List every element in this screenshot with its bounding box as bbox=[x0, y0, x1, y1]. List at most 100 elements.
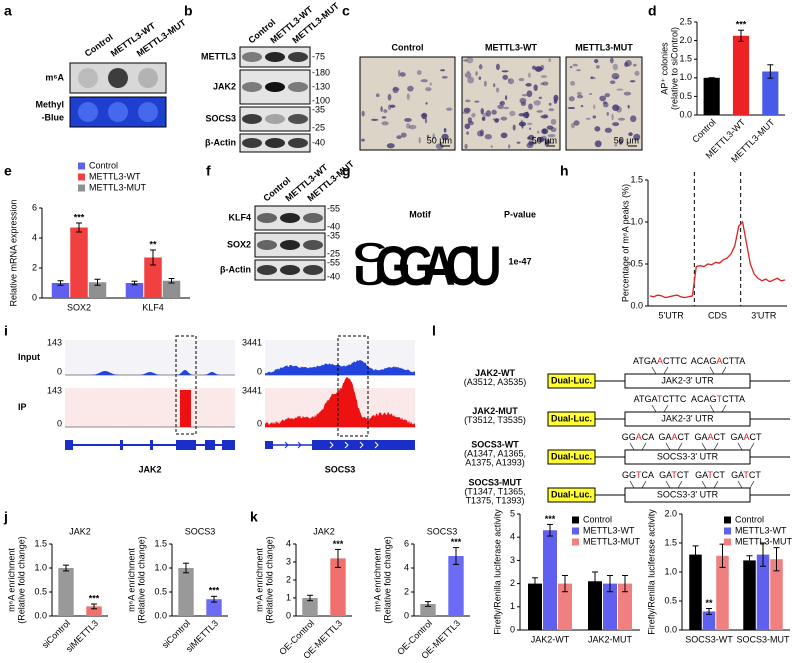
bar bbox=[743, 560, 756, 630]
legend-swatch bbox=[78, 162, 85, 170]
stained-cell bbox=[516, 141, 521, 144]
stained-cell bbox=[533, 84, 538, 91]
blot-band bbox=[288, 82, 308, 92]
blot-band bbox=[303, 240, 323, 250]
stained-cell bbox=[387, 93, 392, 101]
construct-name: SOCS3-WT bbox=[471, 439, 519, 449]
y-tick-label: 1.5 bbox=[630, 174, 643, 184]
sequence: GATCT bbox=[695, 470, 725, 480]
track-scale: 0 bbox=[257, 366, 262, 376]
y-tick-label: 0.5 bbox=[664, 595, 677, 605]
stained-cell bbox=[392, 86, 399, 94]
reporter-box bbox=[547, 411, 596, 427]
track-scale: 0 bbox=[57, 366, 62, 376]
legend-swatch bbox=[724, 527, 731, 535]
bar bbox=[162, 280, 181, 298]
significance: *** bbox=[209, 586, 220, 596]
stained-cell bbox=[380, 106, 383, 113]
gene-name: SOCS3 bbox=[325, 464, 356, 474]
stained-cell bbox=[370, 118, 379, 121]
y-tick-label: 1.0 bbox=[154, 562, 167, 572]
y-tick-label: 1.0 bbox=[664, 566, 677, 576]
construct-sites: (A3512, A3535) bbox=[464, 377, 527, 387]
y-tick-label: 2.0 bbox=[664, 508, 677, 518]
y-axis-label: (Relative fold change) bbox=[136, 536, 146, 624]
stained-cell bbox=[381, 121, 389, 126]
row-label: SOX2 bbox=[227, 239, 251, 249]
x-tick-label: 5'UTR bbox=[659, 310, 685, 320]
bar bbox=[330, 558, 346, 616]
exon bbox=[150, 440, 153, 450]
stained-cell bbox=[545, 139, 550, 146]
stained-cell bbox=[399, 72, 406, 77]
bar bbox=[88, 282, 107, 298]
bar bbox=[716, 555, 729, 630]
stained-cell bbox=[538, 96, 542, 99]
error-bar bbox=[150, 249, 156, 266]
site-connector bbox=[641, 442, 647, 451]
y-tick-label: 0 bbox=[32, 292, 37, 302]
reporter-box bbox=[547, 449, 596, 465]
blot-band bbox=[265, 82, 285, 92]
utr-box bbox=[624, 411, 751, 427]
y-tick-label: 4 bbox=[510, 532, 515, 542]
panel-label: i bbox=[4, 323, 8, 339]
stained-cell bbox=[611, 72, 620, 80]
x-tick-label: CDS bbox=[708, 310, 727, 320]
stained-cell bbox=[520, 101, 527, 106]
y-tick-label: 0.0 bbox=[630, 300, 643, 310]
stained-cell bbox=[634, 70, 640, 76]
construct-sites: T1375, T1393) bbox=[466, 495, 525, 505]
image-title: Control bbox=[392, 42, 424, 52]
stained-cell bbox=[570, 81, 576, 86]
y-axis-label: m⁶A enrichment bbox=[126, 548, 136, 612]
site-connector bbox=[713, 442, 719, 451]
track-bg bbox=[65, 388, 235, 427]
construct-sites: (T1347, T1365, bbox=[464, 486, 525, 496]
error-bar bbox=[706, 608, 712, 615]
legend-swatch bbox=[572, 527, 579, 535]
scale-label: 50 μm bbox=[532, 135, 557, 145]
row-label: β-Actin bbox=[220, 264, 251, 274]
y-axis-label: m⁶A enrichment bbox=[6, 548, 16, 612]
stained-cell bbox=[612, 63, 619, 71]
stained-cell bbox=[425, 102, 428, 105]
error-bar bbox=[307, 594, 313, 602]
panel-label: e bbox=[4, 163, 12, 179]
stained-cell bbox=[481, 116, 486, 121]
site-connector bbox=[641, 480, 647, 489]
stained-cell bbox=[550, 118, 557, 125]
blot-band bbox=[265, 114, 285, 124]
significance: *** bbox=[333, 539, 344, 549]
site-connector bbox=[737, 480, 743, 489]
y-axis-label: Firefly/Renilla luciferase activity bbox=[646, 509, 656, 635]
stained-cell bbox=[616, 88, 624, 91]
stained-cell bbox=[580, 105, 584, 108]
bar bbox=[732, 35, 750, 115]
stained-cell bbox=[526, 122, 533, 126]
stained-cell bbox=[521, 94, 528, 97]
stained-cell bbox=[520, 119, 524, 127]
stained-cell bbox=[542, 81, 549, 86]
stained-cell bbox=[478, 76, 482, 80]
y-tick-label: 3 bbox=[510, 555, 515, 565]
stained-cell bbox=[633, 133, 641, 141]
y-tick-label: 2 bbox=[286, 574, 291, 584]
reporter-label: Dual-Luc. bbox=[551, 451, 592, 461]
ip-peak bbox=[180, 390, 191, 427]
utr-label: SOCS3-3' UTR bbox=[657, 489, 719, 499]
site-connector bbox=[709, 404, 715, 413]
y-tick-label: 3 bbox=[286, 556, 291, 566]
bar bbox=[420, 604, 436, 616]
blot-band bbox=[288, 52, 308, 62]
size-marker: -130 bbox=[312, 81, 330, 91]
stained-cell bbox=[609, 57, 614, 64]
row-label: METTL3 bbox=[201, 51, 236, 61]
track-label: IP bbox=[18, 402, 27, 412]
y-axis-label: Relative mRNA expression bbox=[8, 199, 18, 306]
site-connector bbox=[665, 480, 671, 489]
site-connector bbox=[721, 404, 727, 413]
sequence: GATCT bbox=[731, 470, 761, 480]
blot-dot bbox=[108, 68, 128, 88]
